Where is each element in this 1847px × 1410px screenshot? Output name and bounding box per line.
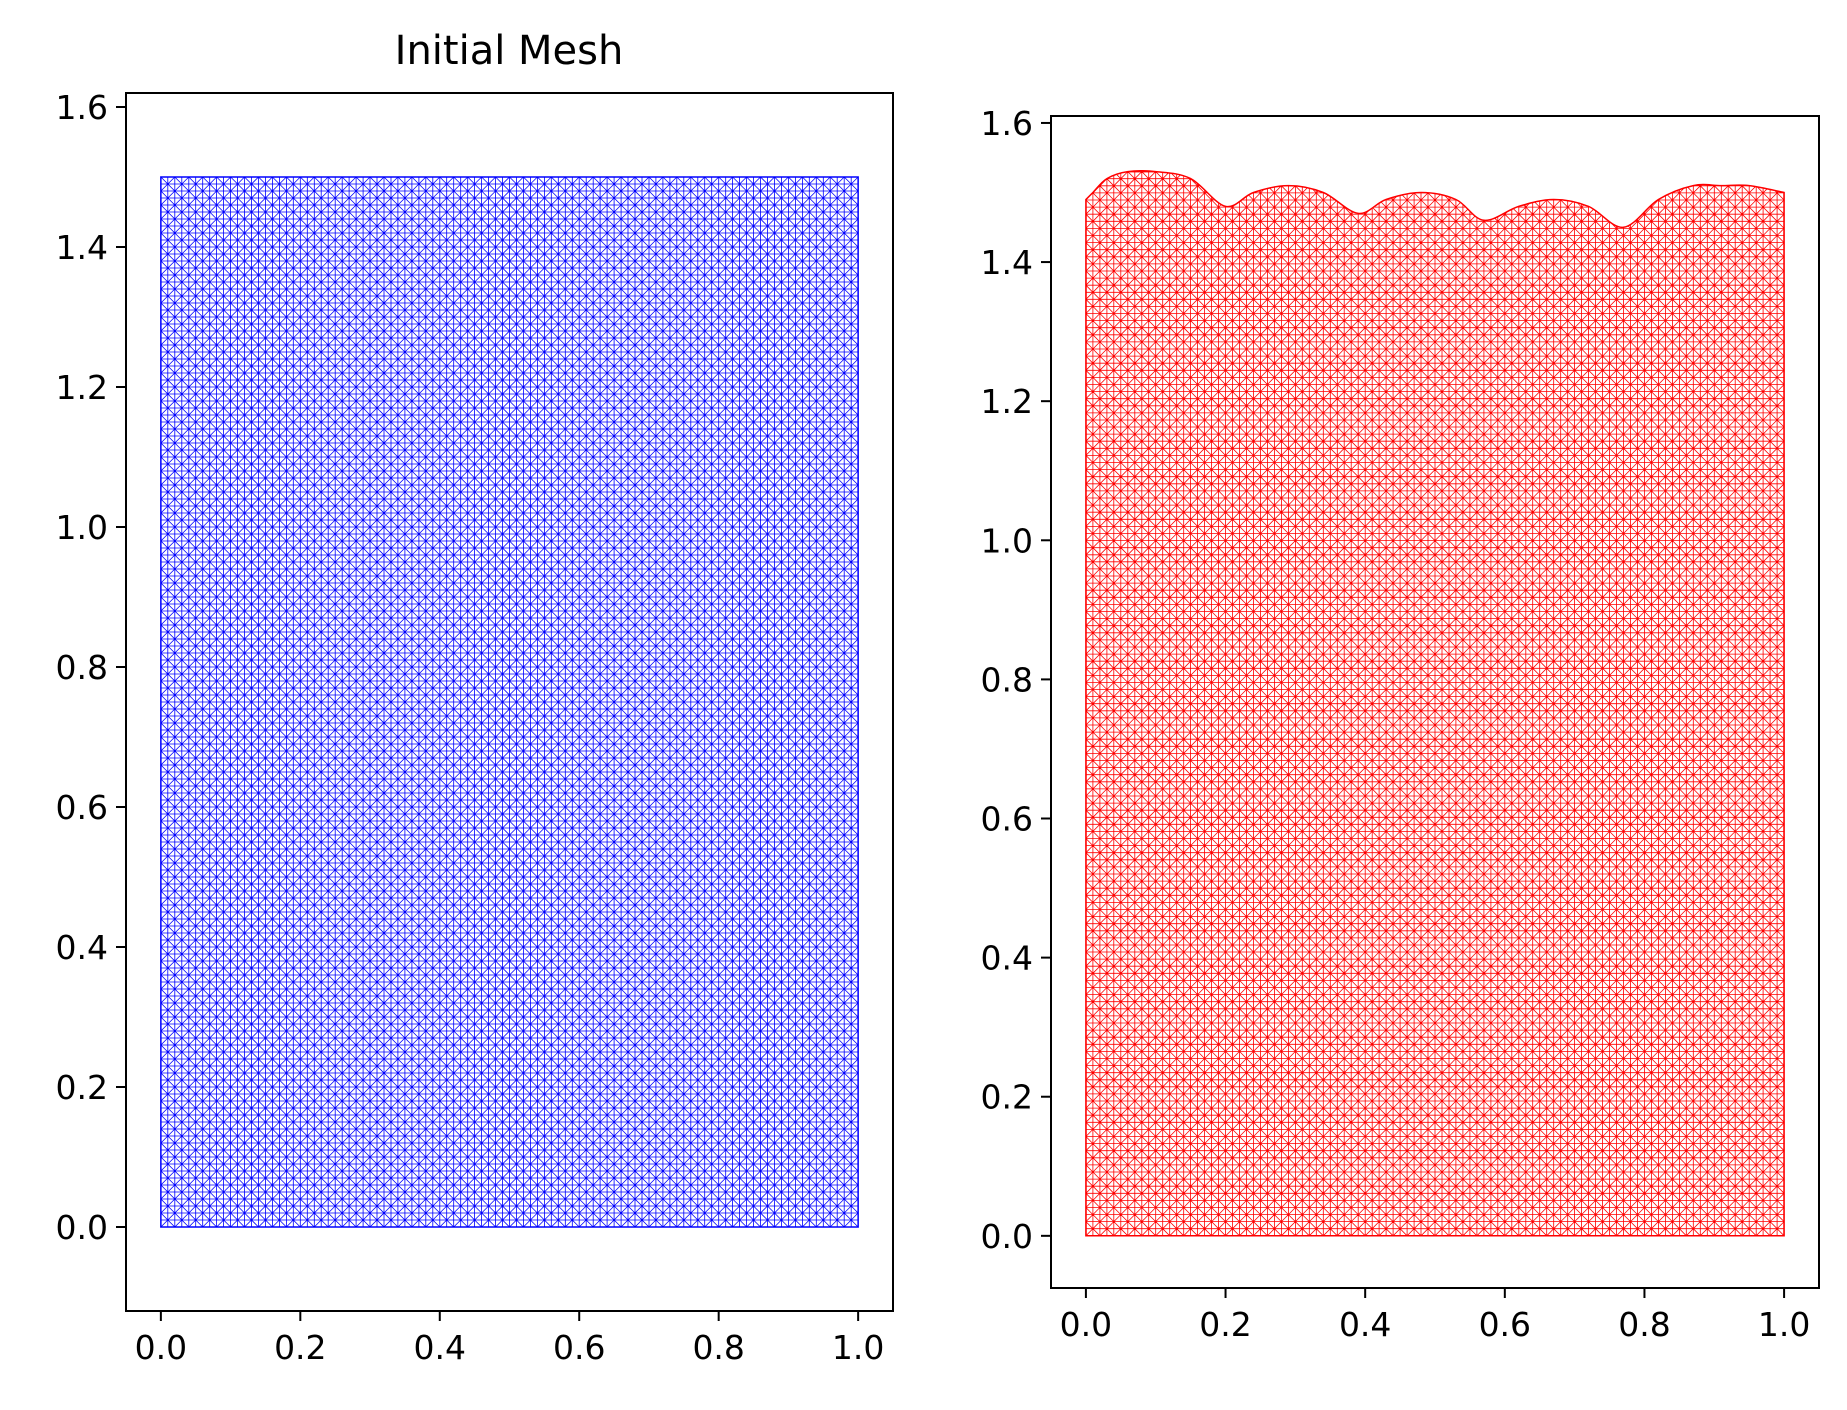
axes-deformed-mesh: 0.0 0.2 0.4 0.6 0.8 1.0 0.0 0.2 0.4 0.6 0.8 1.0 1.2…	[981, 104, 1820, 1344]
y-tick-label: 1.6	[56, 88, 108, 127]
mesh-outline	[1085, 170, 1785, 1237]
x-tick-label: 1.0	[1758, 1305, 1810, 1344]
x-tick-label: 0.8	[692, 1328, 744, 1367]
x-tick-label: 0.0	[135, 1328, 187, 1367]
mesh-triangles	[1085, 170, 1785, 1236]
x-tick-label: 0.2	[274, 1328, 326, 1367]
y-tick-label: 1.2	[981, 382, 1033, 421]
axes-initial-mesh: Initial Mesh 0.0 0.2 0.4 0.6 0.8 1.0 0.00.20.…	[56, 28, 894, 1367]
y-axis-ticks: 0.0 0.2 0.4 0.6 0.8 1.0 1.2 1.4 1.6	[56, 88, 126, 1247]
mesh-boundary	[160, 176, 859, 1228]
y-tick-label: 0.4	[981, 939, 1033, 978]
x-axis-ticks: 0.0 0.2 0.4 0.6 0.8 1.0	[1060, 1288, 1810, 1344]
y-tick-label: 1.4	[56, 228, 108, 267]
x-tick-label: 0.4	[414, 1328, 466, 1367]
y-tick-label: 1.0	[56, 508, 108, 547]
y-tick-label: 0.0	[56, 1208, 108, 1247]
mesh-edges	[1085, 171, 1785, 1236]
y-tick-label: 1.0	[981, 521, 1033, 560]
x-tick-label: 0.6	[553, 1328, 605, 1367]
x-tick-label: 0.2	[1199, 1305, 1251, 1344]
y-tick-label: 0.6	[56, 788, 108, 827]
x-axis-ticks: 0.0 0.2 0.4 0.6 0.8 1.0	[135, 1311, 884, 1367]
mesh-triangles	[160, 176, 859, 1228]
y-tick-label: 1.2	[56, 368, 108, 407]
x-tick-label: 0.8	[1618, 1305, 1670, 1344]
y-tick-label: 1.4	[981, 243, 1033, 282]
y-tick-label: 1.6	[981, 104, 1033, 143]
y-tick-label: 0.2	[56, 1068, 108, 1107]
x-tick-label: 0.6	[1479, 1305, 1531, 1344]
mesh-plot-area	[160, 176, 859, 1228]
axes-frame	[1050, 115, 1820, 1289]
y-tick-label: 0.0	[981, 1217, 1033, 1256]
y-tick-label: 0.8	[981, 660, 1033, 699]
chart-title: Initial Mesh	[395, 28, 624, 74]
y-tick-label: 0.8	[56, 648, 108, 687]
mesh-plot-area	[1085, 170, 1785, 1237]
y-tick-label: 0.2	[981, 1078, 1033, 1117]
mesh-edges	[160, 176, 859, 1228]
x-tick-label: 1.0	[832, 1328, 884, 1367]
x-tick-label: 0.0	[1060, 1305, 1112, 1344]
axes-frame	[125, 92, 894, 1312]
y-tick-label: 0.4	[56, 928, 108, 967]
y-tick-label: 0.6	[981, 800, 1033, 839]
x-tick-label: 0.4	[1339, 1305, 1391, 1344]
y-axis-ticks: 0.0 0.2 0.4 0.6 0.8 1.0 1.2 1.4 1.6	[981, 104, 1051, 1256]
